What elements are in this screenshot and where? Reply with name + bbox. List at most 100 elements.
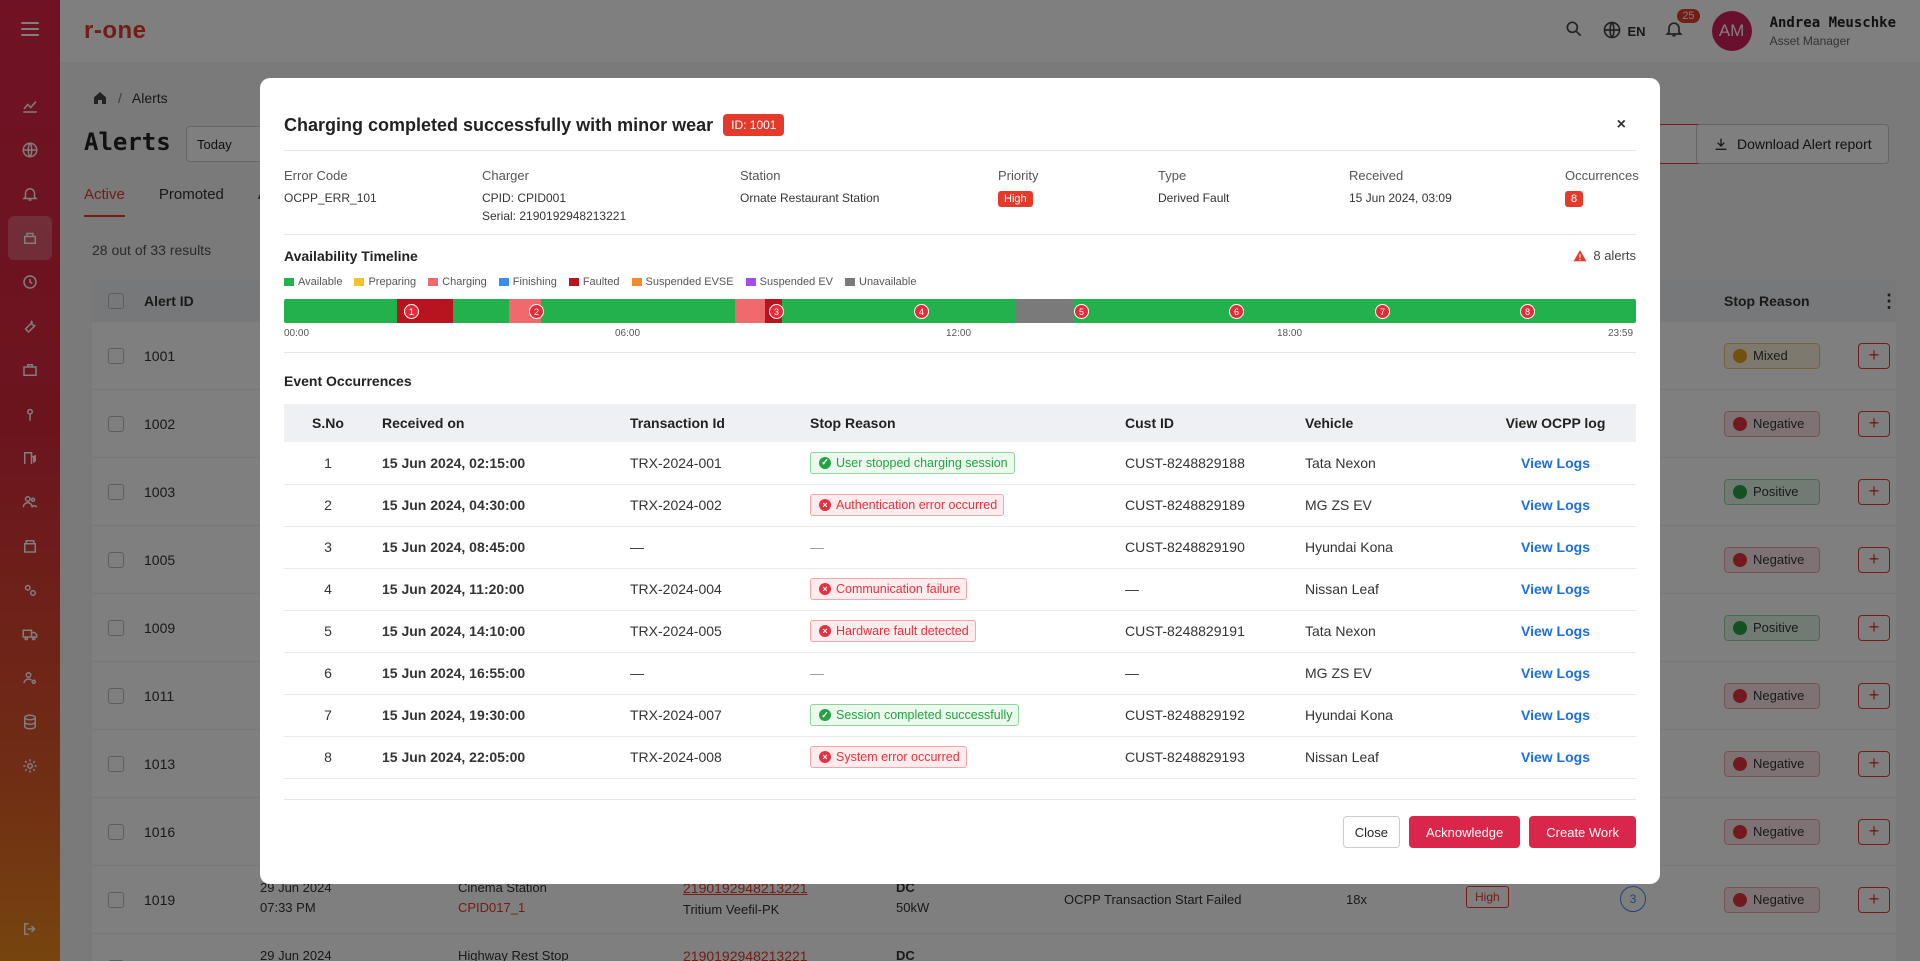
legend-label: Available — [298, 276, 343, 288]
event-sno: 6 — [284, 652, 372, 695]
event-row: 2 15 Jun 2024, 04:30:00 TRX-2024-002 × Authe… — [284, 484, 1636, 527]
event-sno: 1 — [284, 442, 372, 485]
legend-label: Preparing — [368, 276, 417, 288]
legend-label: Charging — [442, 276, 487, 288]
legend-item: Faulted — [568, 276, 620, 288]
legend-item: Available — [284, 276, 342, 288]
legend-label: Faulted — [582, 276, 620, 288]
event-transaction-id: TRX-2024-001 — [620, 442, 800, 485]
stop-reason-text: Hardware fault detected — [836, 624, 969, 638]
event-stop-reason: × Authentication error occurred — [800, 484, 1115, 527]
event-received-on: 15 Jun 2024, 22:05:00 — [372, 736, 620, 779]
event-transaction-id: — — [620, 526, 800, 569]
timeline-tick: 23:59 — [1608, 328, 1634, 339]
meta-error-code: Error Code OCPP_ERR_101 — [284, 168, 377, 205]
timeline-tick: 18:00 — [1277, 328, 1303, 339]
event-log-cell: View Logs — [1475, 736, 1636, 779]
event-cust-id: CUST-8248829190 — [1115, 526, 1295, 569]
view-logs-link[interactable]: View Logs — [1521, 581, 1590, 597]
col-sno: S.No — [284, 404, 372, 442]
create-work-button[interactable]: Create Work — [1529, 816, 1636, 848]
col-cust-id: Cust ID — [1115, 404, 1295, 442]
event-log-cell: View Logs — [1475, 610, 1636, 653]
legend-swatch — [568, 278, 579, 286]
view-logs-link[interactable]: View Logs — [1521, 623, 1590, 639]
event-vehicle: Hyundai Kona — [1295, 526, 1475, 569]
timeline-marker[interactable]: 5 — [1074, 304, 1089, 319]
meta-priority: Priority High — [998, 168, 1039, 207]
event-sno: 2 — [284, 484, 372, 527]
event-log-cell: View Logs — [1475, 652, 1636, 695]
error-circle-icon: × — [819, 499, 831, 511]
event-cust-id: CUST-8248829193 — [1115, 736, 1295, 779]
event-row: 1 15 Jun 2024, 02:15:00 TRX-2024-001 ✓ User … — [284, 442, 1636, 485]
event-received-on: 15 Jun 2024, 14:10:00 — [372, 610, 620, 653]
event-transaction-id: TRX-2024-007 — [620, 694, 800, 737]
timeline-marker[interactable]: 2 — [529, 304, 544, 319]
warning-icon — [1573, 249, 1587, 261]
event-vehicle: Tata Nexon — [1295, 442, 1475, 485]
meta-occurrences: Occurrences 8 — [1565, 168, 1639, 207]
col-stop-reason: Stop Reason — [800, 404, 1115, 442]
timeline-legend: Available Preparing Charging Finishing Fault… — [284, 276, 916, 288]
event-sno: 4 — [284, 568, 372, 611]
view-logs-link[interactable]: View Logs — [1521, 749, 1590, 765]
timeline-tick: 06:00 — [615, 328, 641, 339]
stop-reason-badge: × Hardware fault detected — [810, 620, 976, 642]
modal-footer: Close Acknowledge Create Work — [1342, 816, 1636, 848]
availability-timeline-bar[interactable]: 1 2 3 4 5 6 7 8 — [284, 299, 1636, 323]
event-stop-reason: ✓ User stopped charging session — [800, 442, 1115, 485]
timeline-alert-count: 8 alerts — [1573, 248, 1636, 263]
view-logs-link[interactable]: View Logs — [1521, 454, 1590, 471]
event-received-on: 15 Jun 2024, 16:55:00 — [372, 652, 620, 695]
divider — [284, 150, 1636, 151]
event-transaction-id: TRX-2024-005 — [620, 610, 800, 653]
close-icon[interactable]: × — [1616, 116, 1626, 133]
close-button[interactable]: Close — [1342, 816, 1400, 848]
stop-reason-text: System error occurred — [836, 750, 960, 764]
view-logs-link[interactable]: View Logs — [1521, 539, 1590, 555]
event-row: 6 15 Jun 2024, 16:55:00— — — MG ZS EV View Lo… — [284, 652, 1636, 695]
col-transaction-id: Transaction Id — [620, 404, 800, 442]
event-stop-reason: — — [800, 652, 1115, 695]
timeline-marker[interactable]: 6 — [1229, 304, 1244, 319]
timeline-marker[interactable]: 3 — [769, 304, 784, 319]
timeline-marker[interactable]: 7 — [1375, 304, 1390, 319]
view-logs-link[interactable]: View Logs — [1521, 497, 1590, 513]
legend-item: Finishing — [498, 276, 557, 288]
priority-badge: High — [998, 191, 1033, 207]
legend-swatch — [745, 278, 756, 286]
timeline-marker[interactable]: 8 — [1520, 304, 1535, 319]
meta-station: Station Ornate Restaurant Station — [740, 168, 880, 205]
event-sno: 5 — [284, 610, 372, 653]
event-transaction-id: — — [620, 652, 800, 695]
view-logs-link[interactable]: View Logs — [1521, 707, 1590, 723]
timeline-marker[interactable]: 4 — [914, 304, 929, 319]
event-stop-reason: × Hardware fault detected — [800, 610, 1115, 653]
event-vehicle: Hyundai Kona — [1295, 694, 1475, 737]
timeline-marker[interactable]: 1 — [404, 304, 419, 319]
view-logs-link[interactable]: View Logs — [1521, 665, 1590, 681]
legend-label: Suspended EV — [759, 276, 833, 288]
col-received-on: Received on — [372, 404, 620, 442]
event-received-on: 15 Jun 2024, 04:30:00 — [372, 484, 620, 527]
occurrences-badge: 8 — [1565, 191, 1584, 207]
alert-detail-modal: Charging completed successfully with min… — [260, 78, 1660, 884]
stop-reason-text: Authentication error occurred — [836, 498, 998, 512]
stop-reason-badge: ✓ User stopped charging session — [810, 451, 1015, 474]
stop-reason-text: Communication failure — [836, 582, 961, 596]
legend-item: Preparing — [354, 276, 416, 288]
event-vehicle: MG ZS EV — [1295, 652, 1475, 695]
acknowledge-button[interactable]: Acknowledge — [1408, 816, 1521, 848]
event-cust-id: CUST-8248829189 — [1115, 484, 1295, 527]
event-occurrences-table: S.No Received on Transaction Id Stop Rea… — [284, 404, 1636, 779]
event-cust-id: CUST-8248829188 — [1115, 442, 1295, 485]
timeline-tick: 12:00 — [946, 328, 972, 339]
event-row: 7 15 Jun 2024, 19:30:00 TRX-2024-007 ✓ Sessi… — [284, 694, 1636, 737]
legend-swatch — [284, 278, 294, 286]
events-table-body: 1 15 Jun 2024, 02:15:00 TRX-2024-001 ✓ User … — [284, 442, 1636, 779]
error-circle-icon: × — [819, 751, 831, 763]
event-log-cell: View Logs — [1475, 484, 1636, 527]
legend-label: Finishing — [512, 276, 557, 288]
